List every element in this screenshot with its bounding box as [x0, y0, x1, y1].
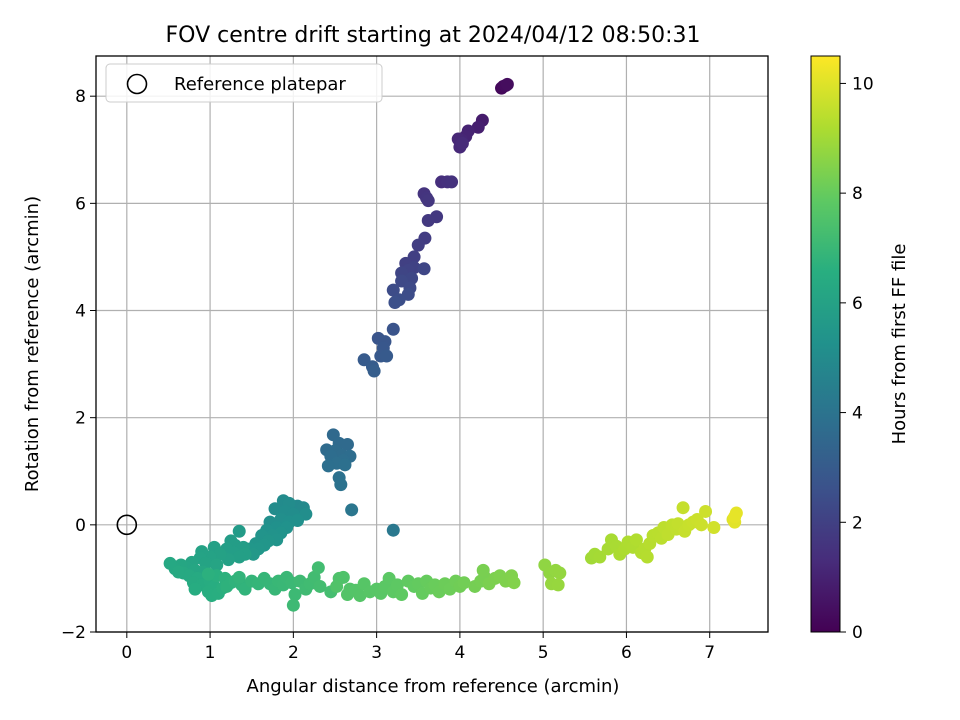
data-point — [500, 77, 514, 91]
x-tick-label: 0 — [121, 643, 132, 663]
data-point — [201, 567, 215, 581]
data-point — [330, 579, 344, 593]
grid-lines — [96, 56, 768, 633]
data-point — [694, 518, 708, 532]
y-tick-label: 6 — [75, 194, 86, 214]
data-point — [421, 213, 435, 227]
data-point — [380, 349, 394, 363]
colorbar: 0 2 4 6 8 10 Hours from first FF file — [810, 55, 910, 643]
x-tick-label: 5 — [538, 643, 549, 663]
y-axis-label: Rotation from reference (arcmin) — [22, 196, 43, 492]
data-point — [593, 550, 607, 564]
colorbar-tick-label: 0 — [852, 623, 863, 643]
legend: Reference platepar — [105, 63, 383, 103]
reference-point — [116, 514, 138, 536]
data-point — [291, 514, 305, 528]
data-point — [232, 570, 246, 584]
x-tick-label: 2 — [288, 643, 299, 663]
plot-frame — [95, 55, 769, 633]
x-axis-label: Angular distance from reference (arcmin) — [247, 676, 620, 697]
data-point — [386, 523, 400, 537]
y-tick-label: −2 — [61, 623, 86, 643]
legend-entry-label: Reference platepar — [174, 74, 346, 95]
colorbar-tick-label: 2 — [852, 513, 863, 533]
data-point — [367, 364, 381, 378]
data-point — [288, 587, 302, 601]
reference-marker — [116, 514, 138, 536]
data-point — [417, 262, 431, 276]
data-point — [411, 238, 425, 252]
colorbar-tick-label: 6 — [852, 294, 863, 314]
data-point — [728, 510, 742, 524]
chart-title: FOV centre drift starting at 2024/04/12 … — [166, 23, 701, 48]
colorbar-gradient — [810, 55, 841, 633]
data-point — [345, 503, 359, 517]
data-point — [388, 295, 402, 309]
data-points — [163, 77, 743, 612]
data-point — [640, 550, 654, 564]
data-point — [232, 550, 246, 564]
x-tick-label: 4 — [454, 643, 465, 663]
x-axis-ticks: 0 1 2 3 4 5 6 7 — [121, 632, 715, 663]
data-point — [163, 556, 177, 570]
data-point — [334, 478, 348, 492]
y-tick-label: 2 — [75, 409, 86, 429]
data-point — [457, 576, 471, 590]
data-point — [386, 322, 400, 336]
y-tick-label: 8 — [75, 87, 86, 107]
data-point — [340, 437, 354, 451]
data-point — [188, 582, 202, 596]
x-tick-label: 3 — [371, 643, 382, 663]
data-point — [171, 565, 185, 579]
legend-marker-icon — [126, 73, 148, 95]
data-point — [676, 501, 690, 515]
data-point — [405, 271, 419, 285]
x-tick-label: 1 — [205, 643, 216, 663]
x-tick-label: 6 — [621, 643, 632, 663]
y-tick-label: 0 — [75, 516, 86, 536]
data-point — [421, 194, 435, 208]
data-point — [210, 558, 224, 572]
data-point — [476, 563, 490, 577]
colorbar-tick-label: 8 — [852, 184, 863, 204]
data-point — [553, 566, 567, 580]
data-point — [629, 533, 643, 547]
data-point — [455, 136, 469, 150]
data-point — [321, 459, 335, 473]
y-tick-label: 4 — [75, 302, 86, 322]
colorbar-tick-label: 4 — [852, 404, 863, 424]
data-point — [386, 283, 400, 297]
colorbar-tick-label: 10 — [852, 74, 874, 94]
data-point — [313, 579, 327, 593]
data-point — [551, 578, 565, 592]
y-axis-ticks: −2 0 2 4 6 8 — [61, 87, 96, 643]
colorbar-ticks: 0 2 4 6 8 10 — [840, 74, 874, 643]
data-point — [353, 589, 367, 603]
data-point — [445, 175, 459, 189]
data-point — [336, 570, 350, 584]
data-point — [338, 458, 352, 472]
data-point — [232, 524, 246, 538]
data-point — [286, 598, 300, 612]
data-point — [395, 587, 409, 601]
x-tick-label: 7 — [704, 643, 715, 663]
colorbar-label: Hours from first FF file — [889, 244, 910, 445]
data-point — [699, 504, 713, 518]
data-point — [707, 521, 721, 535]
data-point — [507, 576, 521, 590]
data-point — [213, 547, 227, 561]
data-point — [471, 120, 485, 134]
legend-box — [105, 63, 383, 103]
data-point — [311, 561, 325, 575]
data-point — [268, 502, 282, 516]
